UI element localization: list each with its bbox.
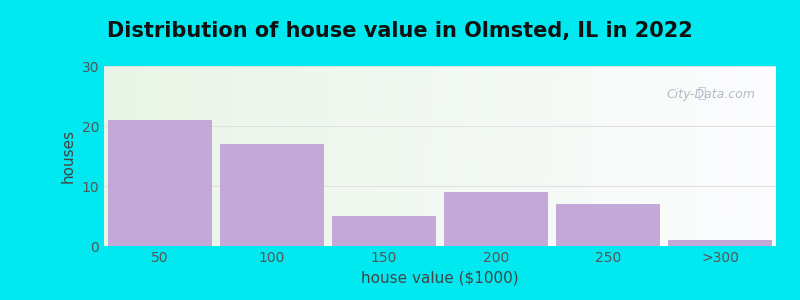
Text: City-Data.com: City-Data.com [667,88,756,100]
Bar [333,216,435,246]
Bar [669,240,771,246]
Text: ⓘ: ⓘ [697,86,706,100]
Bar [221,144,323,246]
X-axis label: house value ($1000): house value ($1000) [361,270,519,285]
Bar [445,192,547,246]
Bar [557,204,659,246]
Bar [109,120,211,246]
Text: Distribution of house value in Olmsted, IL in 2022: Distribution of house value in Olmsted, … [107,21,693,41]
Y-axis label: houses: houses [61,129,76,183]
